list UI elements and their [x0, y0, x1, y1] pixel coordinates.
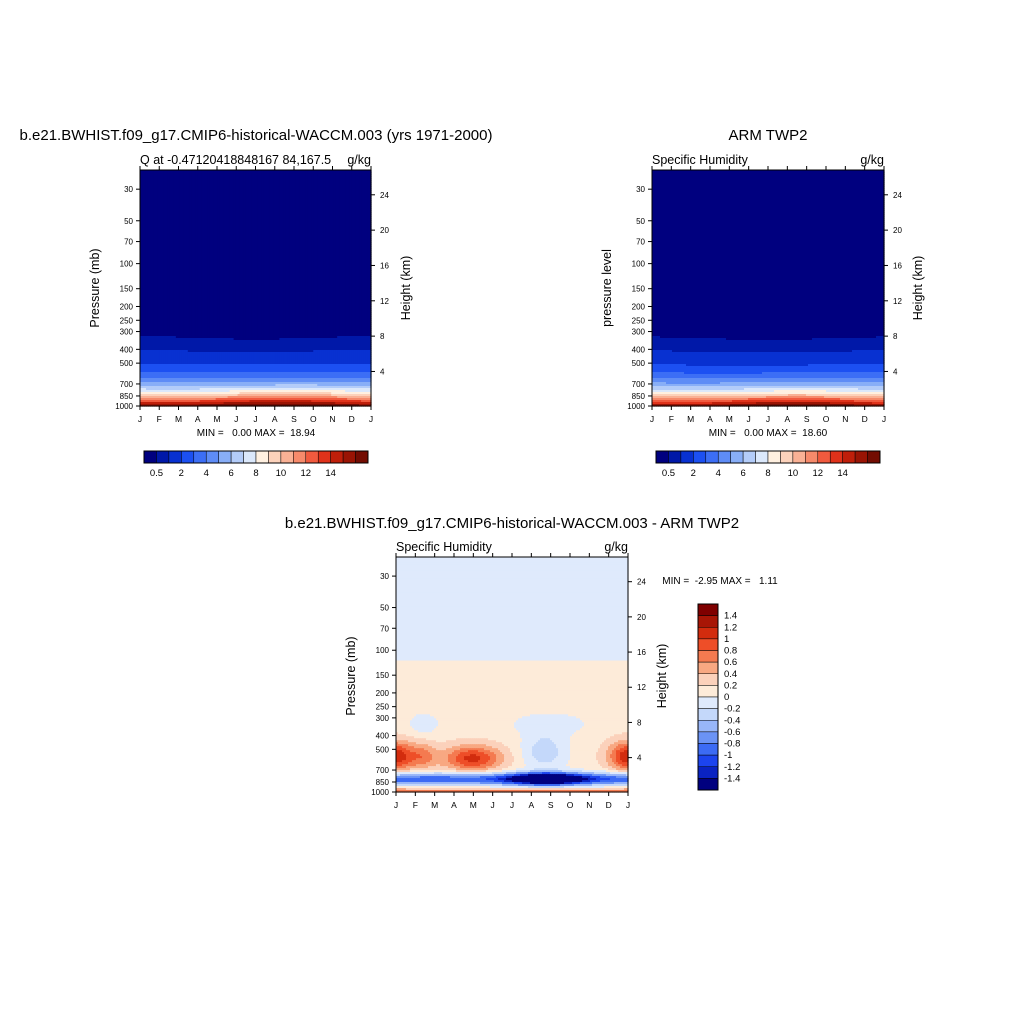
panel-subtitle-left: Q at -0.47120418848167 84,167.5 [140, 153, 331, 167]
panel-subtitle-right: g/kg [347, 153, 371, 167]
plot-area [140, 170, 372, 407]
panel-title: b.e21.BWHIST.f09_g17.CMIP6-historical-WA… [20, 127, 493, 144]
panel-model: b.e21.BWHIST.f09_g17.CMIP6-historical-WA… [20, 127, 493, 479]
